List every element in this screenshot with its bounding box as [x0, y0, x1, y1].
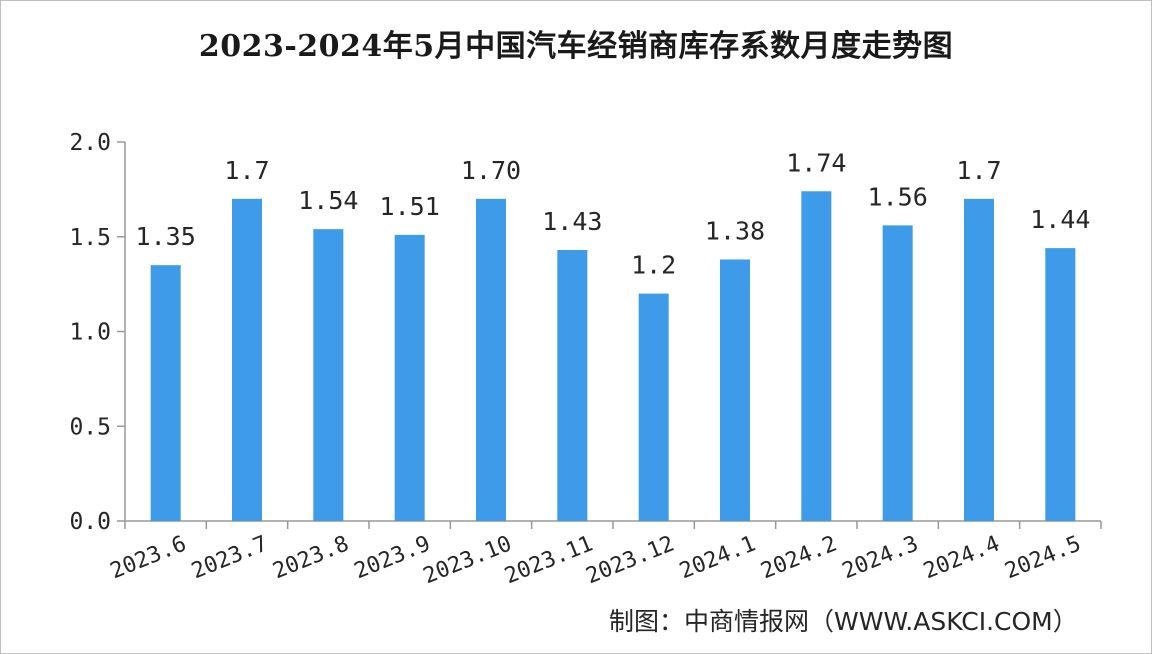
data-label: 1.7: [224, 156, 269, 185]
bar: [720, 259, 750, 521]
x-category-label: 2024.2: [758, 531, 841, 584]
chart-title: 2023-2024年5月中国汽车经销商库存系数月度走势图: [198, 29, 954, 64]
y-tick-label: 0.0: [69, 509, 111, 535]
bar: [638, 293, 669, 521]
x-category-label: 2023.8: [270, 531, 353, 584]
data-label: 1.56: [868, 182, 928, 211]
data-label: 1.35: [136, 222, 196, 251]
data-label: 1.44: [1030, 205, 1090, 234]
bar: [557, 250, 588, 521]
data-label: 1.43: [542, 207, 602, 236]
x-category-label: 2023.7: [188, 531, 271, 584]
data-label: 1.51: [380, 192, 440, 221]
data-label: 1.74: [786, 148, 846, 177]
bar: [476, 198, 506, 521]
x-category-label: 2024.4: [920, 531, 1003, 584]
source-note: 制图：中商情报网（WWW.ASKCI.COM）: [609, 607, 1078, 636]
bar: [882, 225, 913, 521]
data-label: 1.54: [298, 186, 358, 215]
bar: [394, 234, 425, 522]
bar: [1045, 248, 1076, 521]
bar: [313, 229, 344, 522]
x-category-label: 2023.6: [107, 531, 190, 584]
bar: [964, 198, 994, 521]
y-tick-label: 0.5: [69, 414, 111, 440]
x-category-label: 2024.5: [1002, 531, 1085, 584]
x-category-label: 2023.10: [420, 531, 515, 589]
y-tick-label: 1.5: [69, 225, 111, 251]
data-label: 1.7: [956, 156, 1001, 185]
bar: [801, 191, 832, 521]
bar: [150, 265, 181, 521]
data-label: 1.2: [631, 251, 676, 280]
x-category-label: 2024.1: [676, 531, 759, 584]
x-category-label: 2024.3: [839, 531, 922, 584]
bar: [232, 198, 262, 521]
y-tick-label: 2.0: [69, 130, 111, 156]
x-category-label: 2023.11: [501, 531, 596, 589]
y-tick-label: 1.0: [69, 320, 111, 346]
data-label: 1.70: [461, 156, 521, 185]
x-category-label: 2023.9: [351, 531, 434, 584]
data-label: 1.38: [705, 216, 765, 245]
x-category-label: 2023.12: [583, 531, 678, 589]
